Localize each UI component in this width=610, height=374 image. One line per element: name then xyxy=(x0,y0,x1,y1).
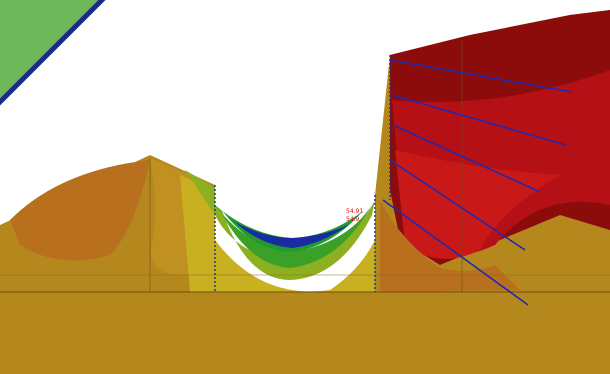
stress-zone xyxy=(218,202,370,252)
excavation xyxy=(215,185,375,238)
stress-zone xyxy=(235,222,350,248)
stress-zone xyxy=(215,200,372,268)
stress-zone xyxy=(180,175,375,292)
result-label: 54.91 xyxy=(346,208,363,215)
stress-zone xyxy=(395,150,560,259)
result-label: 54.9 xyxy=(346,216,360,223)
corner-edge-white xyxy=(0,0,115,115)
anchor xyxy=(382,199,529,306)
stress-zone xyxy=(10,160,150,261)
anchor xyxy=(389,59,573,93)
stress-zone xyxy=(380,200,520,292)
anchor xyxy=(391,94,567,146)
anchors xyxy=(382,59,573,306)
corner-edge xyxy=(0,0,106,106)
anchor xyxy=(392,124,541,193)
anchor xyxy=(389,159,526,251)
